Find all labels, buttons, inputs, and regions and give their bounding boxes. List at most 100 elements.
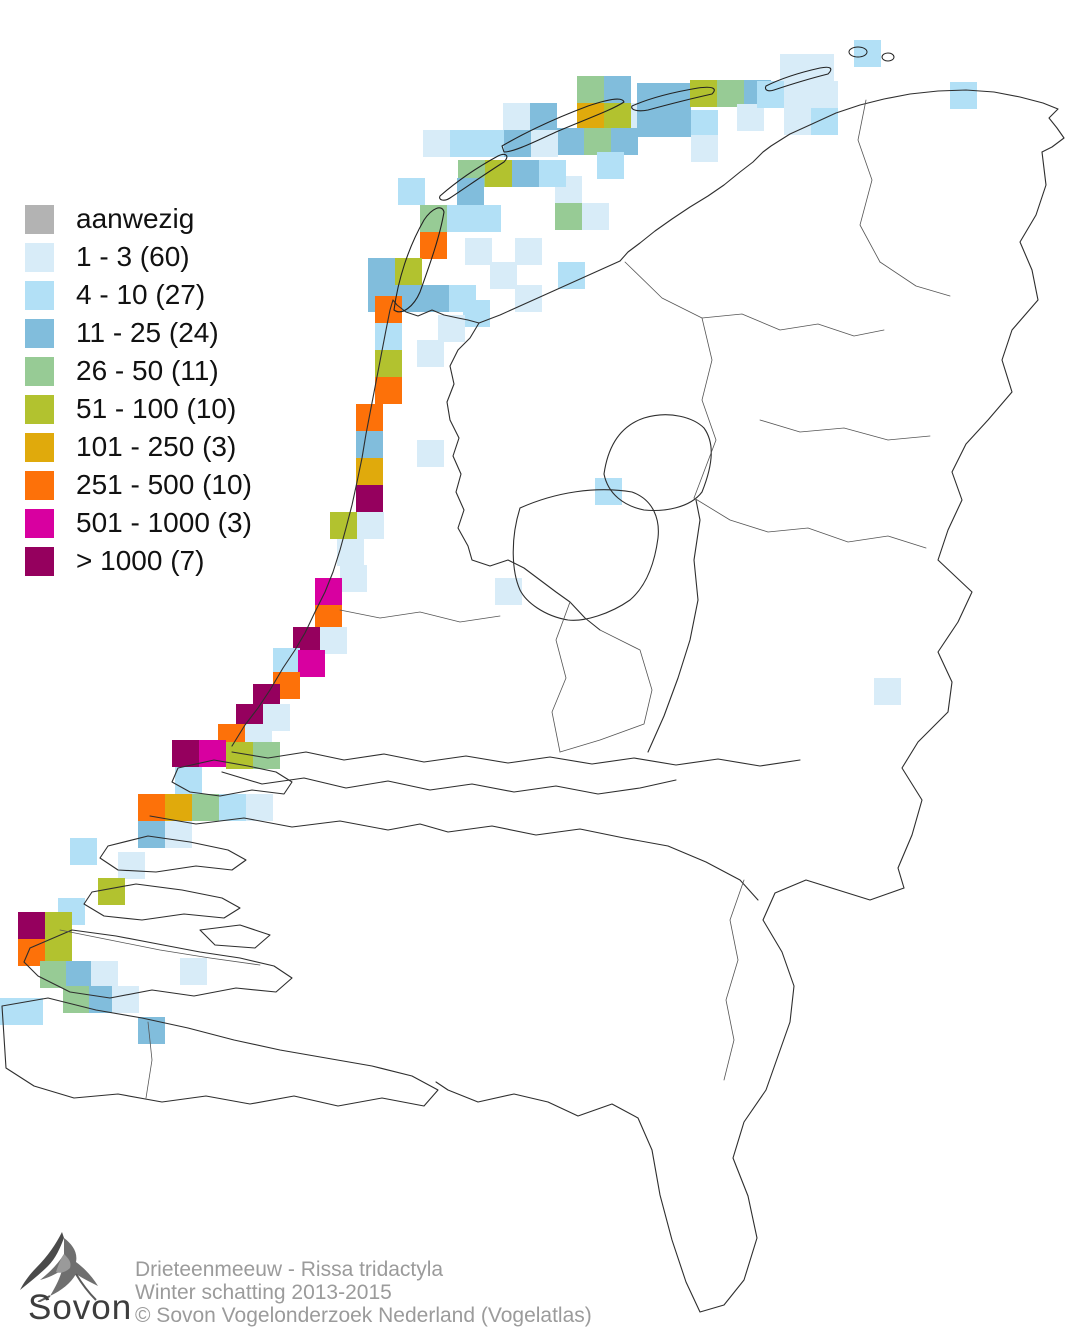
grid-cell <box>447 205 474 232</box>
grid-cell <box>253 742 280 769</box>
grid-cell <box>757 81 784 108</box>
grid-cell <box>577 76 604 103</box>
legend-swatch-aanwezig <box>25 204 54 234</box>
caption: Drieteenmeeuw - Rissa tridactyla Winter … <box>135 1258 592 1327</box>
grid-cell <box>512 160 539 187</box>
grid-cell <box>597 152 624 179</box>
legend-label-51-100: 51 - 100 (10) <box>76 393 237 424</box>
flevoland-outline <box>512 489 659 621</box>
sovon-logo-text: Sovon <box>28 1288 133 1327</box>
vlieland-outline <box>439 153 508 201</box>
grid-cell <box>637 110 664 137</box>
legend-label-1-3: 1 - 3 (60) <box>76 241 190 272</box>
grid-cell <box>611 128 638 155</box>
terschelling-outline <box>501 98 625 153</box>
grid-cell <box>66 961 93 988</box>
grid-cell <box>45 912 72 939</box>
border-friesland-groningen <box>857 99 881 263</box>
grid-cell <box>91 961 118 988</box>
grid-cell <box>298 650 325 677</box>
grid-cell <box>595 478 622 505</box>
grid-cell <box>584 128 611 155</box>
zeeuws-vlaanderen-outline <box>1 997 439 1107</box>
ameland-outline <box>631 86 715 112</box>
afsluitdijk-line <box>478 260 621 324</box>
grid-cell <box>874 678 901 705</box>
legend-row-gt-1000: > 1000 (7) <box>25 542 252 580</box>
grid-cell <box>485 160 512 187</box>
grid-cell <box>577 103 604 130</box>
grid-cell <box>112 986 139 1013</box>
ijsselmeer-west-shore <box>446 322 601 631</box>
legend-label-aanwezig: aanwezig <box>76 203 195 234</box>
legend-swatch-4-10 <box>25 280 54 310</box>
grid-cell <box>950 82 977 109</box>
border-groningen-drenthe <box>879 261 951 297</box>
grid-cell <box>118 852 145 879</box>
legend-swatch-gt-1000 <box>25 546 54 576</box>
caption-species: Drieteenmeeuw - Rissa tridactyla <box>135 1258 444 1281</box>
grid-cell <box>555 203 582 230</box>
oosterschelde-line <box>59 929 261 966</box>
grid-cell <box>780 54 807 81</box>
grid-cell <box>356 485 383 512</box>
rivers-maas <box>221 771 677 795</box>
grid-cell <box>172 740 199 767</box>
grid-cell <box>531 130 558 157</box>
border-drenthe-overijssel <box>759 419 931 441</box>
grid-cell <box>530 103 557 130</box>
grid-cell <box>539 160 566 187</box>
grid-cell <box>180 958 207 985</box>
rottumeroog-outline <box>881 52 895 62</box>
grid-cell <box>330 512 357 539</box>
legend-label-gt-1000: > 1000 (7) <box>76 545 205 576</box>
legend-row-1-3: 1 - 3 (60) <box>25 238 252 276</box>
grid-cell <box>192 794 219 821</box>
grid-cell <box>423 130 450 157</box>
terneuzen-canal <box>145 1021 153 1099</box>
grid-cell <box>357 512 384 539</box>
grid-cell <box>450 130 477 157</box>
border-noordholland-zuidholland <box>339 609 501 623</box>
tholen-outline <box>199 924 271 949</box>
legend-row-101-250: 101 - 250 (3) <box>25 428 252 466</box>
legend-swatch-101-250 <box>25 432 54 462</box>
grid-cell <box>438 315 465 342</box>
sovon-logo: Sovon <box>18 1232 138 1332</box>
legend: aanwezig 1 - 3 (60) 4 - 10 (27) 11 - 25 … <box>25 200 252 580</box>
schouwen-outline <box>83 883 241 921</box>
grid-cell <box>89 986 116 1013</box>
grid-cell <box>582 203 609 230</box>
legend-row-51-100: 51 - 100 (10) <box>25 390 252 428</box>
grid-cell <box>457 178 484 205</box>
grid-cell <box>490 262 517 289</box>
grid-cell <box>165 794 192 821</box>
texel-outline <box>393 207 445 313</box>
grid-cell <box>811 108 838 135</box>
grid-cell <box>854 40 881 67</box>
grid-cell <box>375 323 402 350</box>
grid-cell <box>557 128 584 155</box>
legend-label-501-1000: 501 - 1000 (3) <box>76 507 252 538</box>
grid-cell <box>691 135 718 162</box>
grid-cell <box>558 262 585 289</box>
legend-row-251-500: 251 - 500 (10) <box>25 466 252 504</box>
grid-cell <box>604 103 631 130</box>
grid-cell <box>737 104 764 131</box>
grid-cell <box>165 821 192 848</box>
grid-cell <box>340 565 367 592</box>
voorne-putten-outline <box>171 759 293 797</box>
legend-swatch-1-3 <box>25 242 54 272</box>
grid-cell <box>477 130 504 157</box>
legend-row-11-25: 11 - 25 (24) <box>25 314 252 352</box>
legend-swatch-251-500 <box>25 470 54 500</box>
grid-cell <box>98 878 125 905</box>
legend-row-4-10: 4 - 10 (27) <box>25 276 252 314</box>
grid-cell <box>811 81 838 108</box>
grid-cell <box>515 238 542 265</box>
grid-cell <box>474 205 501 232</box>
noordoostpolder-outline <box>603 414 712 511</box>
